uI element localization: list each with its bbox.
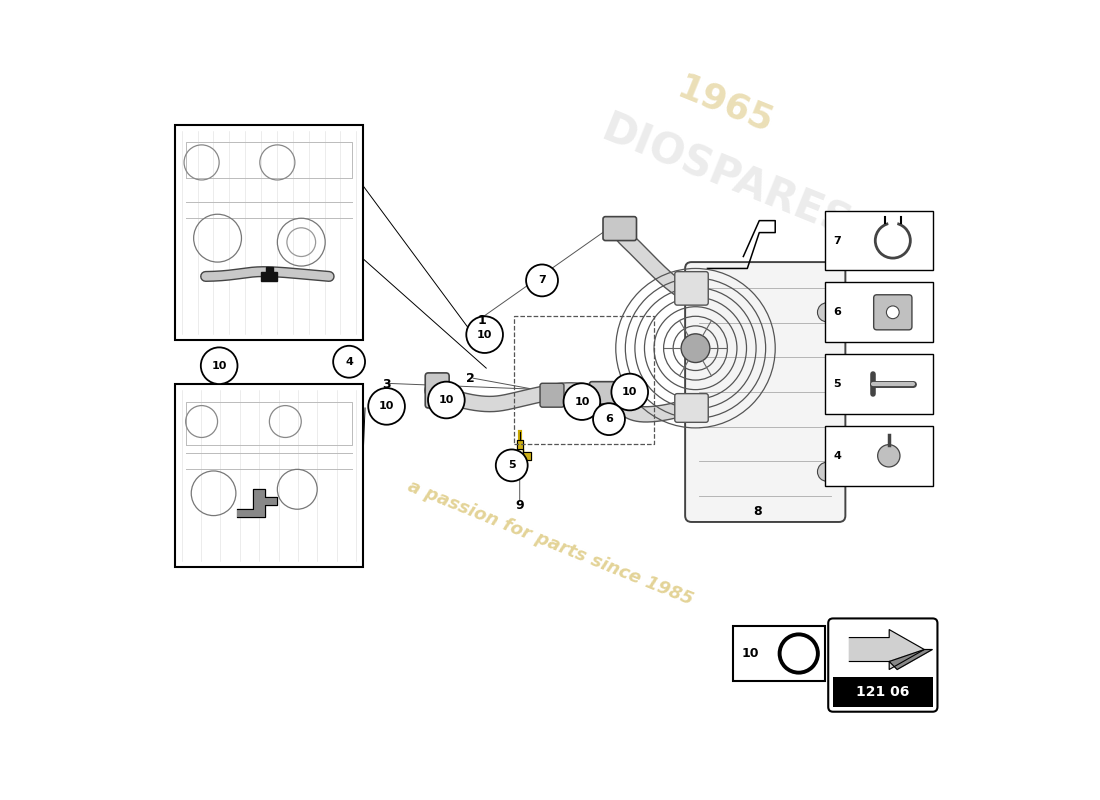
Circle shape xyxy=(563,383,601,420)
Text: 10: 10 xyxy=(439,395,454,405)
Text: 10: 10 xyxy=(211,361,227,370)
Polygon shape xyxy=(262,267,277,282)
Circle shape xyxy=(817,462,837,482)
Circle shape xyxy=(201,347,238,384)
Circle shape xyxy=(428,382,464,418)
FancyBboxPatch shape xyxy=(825,426,933,486)
Text: 8: 8 xyxy=(754,505,761,518)
Polygon shape xyxy=(510,440,531,460)
FancyBboxPatch shape xyxy=(175,125,363,340)
Text: 10: 10 xyxy=(741,647,759,660)
Text: 5: 5 xyxy=(833,379,840,389)
Text: 10: 10 xyxy=(574,397,590,406)
Text: 121 06: 121 06 xyxy=(856,685,910,698)
Circle shape xyxy=(526,265,558,296)
Text: 10: 10 xyxy=(477,330,493,340)
Circle shape xyxy=(878,445,900,467)
FancyBboxPatch shape xyxy=(685,262,846,522)
Polygon shape xyxy=(849,630,924,670)
Text: 1965: 1965 xyxy=(672,70,779,140)
Polygon shape xyxy=(889,650,933,670)
Text: a passion for parts since 1985: a passion for parts since 1985 xyxy=(405,478,695,610)
Circle shape xyxy=(333,346,365,378)
Text: 6: 6 xyxy=(833,307,840,318)
FancyBboxPatch shape xyxy=(603,217,637,241)
Circle shape xyxy=(681,334,710,362)
FancyBboxPatch shape xyxy=(833,677,933,707)
Circle shape xyxy=(496,450,528,482)
Circle shape xyxy=(887,306,899,318)
FancyBboxPatch shape xyxy=(873,294,912,330)
Text: 4: 4 xyxy=(833,451,840,461)
FancyBboxPatch shape xyxy=(590,382,618,404)
FancyBboxPatch shape xyxy=(674,394,708,422)
Circle shape xyxy=(466,316,503,353)
FancyBboxPatch shape xyxy=(825,354,933,414)
Circle shape xyxy=(817,302,837,322)
Text: 10: 10 xyxy=(621,387,637,397)
Circle shape xyxy=(368,388,405,425)
Text: 1: 1 xyxy=(477,314,486,326)
Text: DIOSPARES: DIOSPARES xyxy=(594,108,856,246)
Text: 2: 2 xyxy=(466,372,475,385)
FancyBboxPatch shape xyxy=(674,272,708,305)
FancyBboxPatch shape xyxy=(734,626,825,681)
FancyBboxPatch shape xyxy=(175,384,363,567)
Text: 7: 7 xyxy=(538,275,546,286)
Polygon shape xyxy=(238,490,277,517)
Text: 4: 4 xyxy=(345,357,353,366)
FancyBboxPatch shape xyxy=(825,282,933,342)
Text: 10: 10 xyxy=(378,402,394,411)
Text: 7: 7 xyxy=(833,235,840,246)
FancyBboxPatch shape xyxy=(825,210,933,270)
FancyBboxPatch shape xyxy=(426,373,449,408)
FancyBboxPatch shape xyxy=(540,383,564,407)
Text: 9: 9 xyxy=(516,498,524,512)
Text: 6: 6 xyxy=(605,414,613,424)
Text: 5: 5 xyxy=(508,460,516,470)
Text: 3: 3 xyxy=(383,378,390,390)
Circle shape xyxy=(612,374,648,410)
Circle shape xyxy=(593,403,625,435)
FancyBboxPatch shape xyxy=(828,618,937,712)
